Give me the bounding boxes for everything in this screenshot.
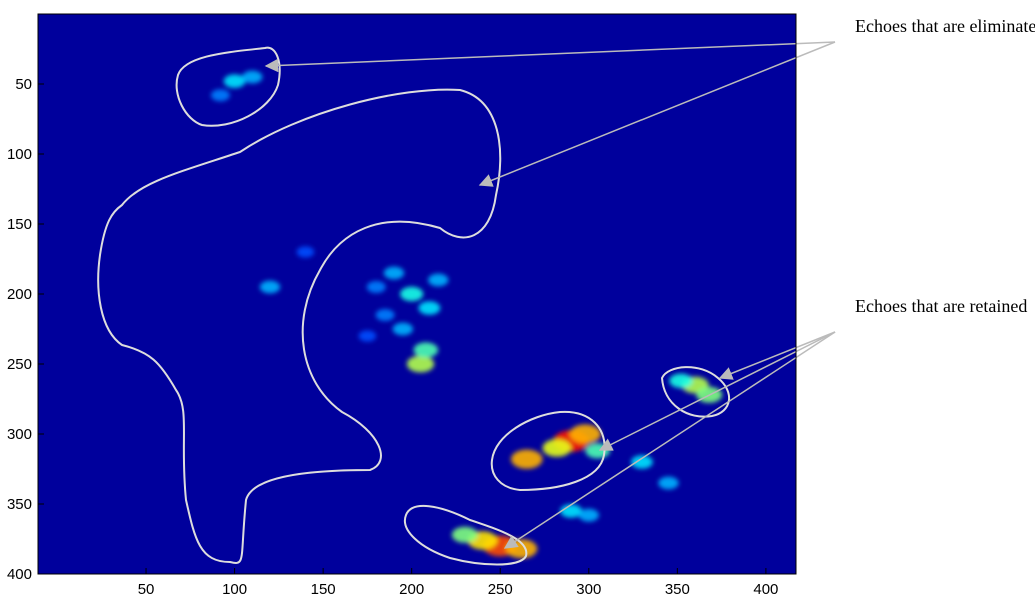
echo-cell [585, 443, 610, 458]
echo-cell [669, 374, 692, 388]
y-tick-label: 250 [7, 356, 32, 373]
echo-cell [511, 450, 543, 469]
y-tick-label: 350 [7, 496, 32, 513]
x-tick-label: 100 [222, 581, 247, 598]
y-tick-label: 200 [7, 286, 32, 303]
annotation: Echoes that are eliminated [855, 16, 1035, 36]
echo-cell [384, 267, 404, 280]
echo-cell [452, 527, 478, 543]
x-tick-label: 350 [665, 581, 690, 598]
echo-cell [428, 274, 448, 287]
y-tick-label: 100 [7, 146, 32, 163]
x-tick-label: 50 [138, 581, 155, 598]
y-tick-label: 150 [7, 216, 32, 233]
x-tick-label: 150 [311, 581, 336, 598]
annotation: Echoes that are retained [855, 296, 1027, 316]
echo-cell [414, 342, 439, 357]
x-tick-label: 200 [399, 581, 424, 598]
echo-cell [579, 509, 599, 522]
echo-cell [418, 301, 440, 315]
echo-cell [260, 281, 280, 294]
echo-cell [211, 89, 230, 101]
echo-cell [569, 424, 601, 443]
echo-cell [359, 330, 377, 341]
x-tick-label: 250 [488, 581, 513, 598]
y-tick-label: 50 [15, 76, 32, 93]
echo-cell [376, 309, 395, 321]
y-tick-label: 300 [7, 426, 32, 443]
y-tick-label: 400 [7, 566, 32, 583]
echo-cell [407, 356, 434, 373]
echo-cell [631, 455, 653, 469]
echo-cell [297, 246, 315, 257]
echo-cell [543, 439, 572, 457]
echo-cell [242, 71, 262, 84]
echo-cell [393, 323, 413, 336]
echo-cell [367, 281, 386, 293]
x-tick-label: 400 [753, 581, 778, 598]
echo-cell [658, 477, 678, 490]
chart: Echoes that are eliminated Echoes that a… [0, 0, 1035, 603]
echo-cell [400, 287, 423, 301]
x-tick-label: 300 [576, 581, 601, 598]
